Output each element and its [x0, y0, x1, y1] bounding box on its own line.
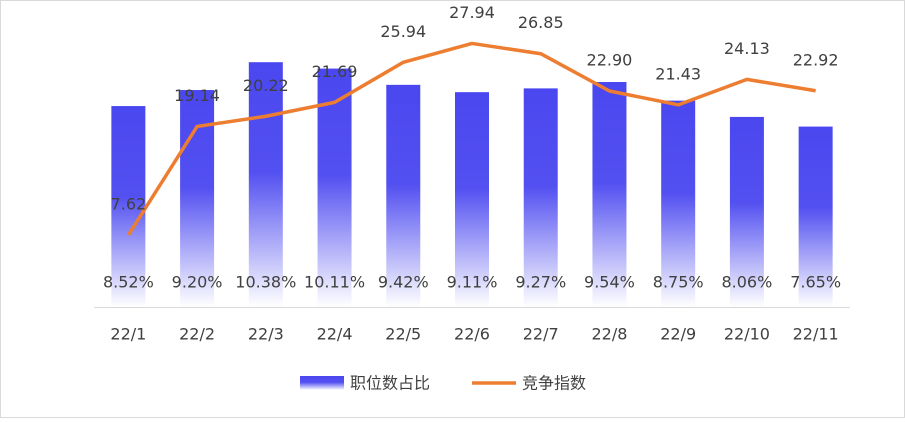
x-tick-label: 22/11	[793, 325, 839, 344]
legend-swatch	[300, 376, 344, 390]
line-value-label: 22.90	[587, 50, 633, 69]
x-tick-label: 22/10	[724, 325, 770, 344]
bar	[248, 62, 283, 307]
line	[126, 41, 816, 237]
line-value-label: 22.92	[793, 50, 839, 69]
bar	[455, 92, 489, 308]
bar	[661, 100, 696, 307]
bar	[111, 106, 146, 307]
x-tick-label: 22/5	[385, 325, 421, 344]
line-value-label: 21.69	[312, 62, 358, 81]
line-value-label: 21.43	[655, 64, 701, 83]
bar-value-label: 9.42%	[378, 273, 429, 292]
bar-value-label: 8.52%	[103, 273, 154, 292]
bar-value-label: 8.06%	[721, 273, 772, 292]
x-tick-label: 22/8	[591, 325, 627, 344]
x-tick-label: 22/6	[454, 325, 490, 344]
bar	[592, 82, 627, 307]
legend-label: 职位数占比	[350, 374, 430, 393]
bar	[523, 88, 558, 307]
line-value-label: 19.14	[174, 86, 220, 105]
bar	[317, 68, 352, 307]
bar	[386, 84, 421, 307]
x-tick-label: 22/1	[110, 325, 146, 344]
bar-value-label: 10.11%	[304, 273, 365, 292]
x-tick-label: 22/7	[523, 325, 559, 344]
x-tick-label: 22/3	[248, 325, 284, 344]
legend-label: 竞争指数	[522, 374, 586, 393]
bar	[798, 126, 833, 308]
line-value-label: 20.22	[243, 76, 289, 95]
line-value-label: 27.94	[449, 3, 495, 22]
bar-value-label: 9.20%	[172, 273, 223, 292]
x-tick-label: 22/4	[317, 325, 353, 344]
line-value-label: 26.85	[518, 13, 564, 32]
x-tick-label: 22/9	[660, 325, 696, 344]
bar-value-label: 9.11%	[447, 273, 498, 292]
bar-value-label: 9.54%	[584, 273, 635, 292]
bar-value-label: 8.75%	[653, 273, 704, 292]
bar-value-label: 9.27%	[515, 273, 566, 292]
bar-value-label: 7.65%	[790, 273, 841, 292]
line-value-label: 25.94	[380, 22, 426, 41]
bar-value-label: 10.38%	[235, 273, 296, 292]
bar	[729, 116, 764, 307]
line-value-label: 24.13	[724, 39, 770, 58]
line-value-label: 7.62	[111, 195, 147, 214]
x-tick-label: 22/2	[179, 325, 215, 344]
